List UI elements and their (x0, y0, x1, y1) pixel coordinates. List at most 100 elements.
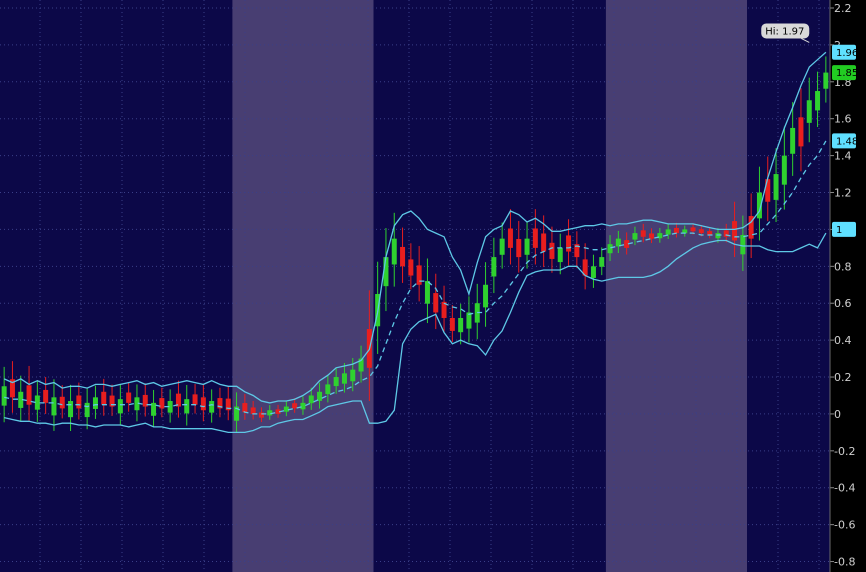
candle-body[interactable] (217, 398, 223, 409)
candle-body[interactable] (59, 396, 65, 409)
candle-body[interactable] (424, 281, 430, 304)
plot-area[interactable] (0, 0, 830, 572)
candle-body[interactable] (657, 233, 663, 239)
candle-body[interactable] (707, 231, 713, 235)
candle-body[interactable] (283, 406, 289, 412)
candle-body[interactable] (341, 373, 347, 384)
candle-body[interactable] (258, 412, 264, 418)
candle-body[interactable] (682, 229, 688, 234)
candle-body[interactable] (200, 397, 206, 411)
candle-body[interactable] (781, 155, 787, 185)
candle-body[interactable] (101, 391, 107, 405)
candle-body[interactable] (449, 317, 455, 331)
candle-body[interactable] (167, 401, 173, 413)
candle-body[interactable] (698, 229, 704, 234)
candle-body[interactable] (541, 233, 547, 252)
candle-body[interactable] (300, 402, 306, 410)
candle-body[interactable] (1, 386, 7, 406)
candle-body[interactable] (458, 317, 464, 333)
candle-body[interactable] (798, 117, 804, 147)
candle-body[interactable] (507, 228, 513, 248)
candle-body[interactable] (51, 397, 57, 416)
candle-body[interactable] (209, 401, 215, 413)
candle-body[interactable] (192, 394, 198, 405)
candle-body[interactable] (250, 407, 256, 414)
candle-body[interactable] (151, 402, 157, 416)
candle-body[interactable] (765, 179, 771, 202)
candle-body[interactable] (532, 228, 538, 248)
candle-body[interactable] (499, 238, 505, 255)
candle-body[interactable] (640, 230, 646, 237)
candle-body[interactable] (68, 401, 74, 418)
candle-body[interactable] (333, 377, 339, 387)
candle-body[interactable] (26, 385, 32, 405)
candle-body[interactable] (400, 246, 406, 267)
candle-body[interactable] (358, 358, 364, 372)
candle-body[interactable] (574, 244, 580, 258)
candle-body[interactable] (159, 398, 165, 409)
candle-body[interactable] (308, 395, 314, 404)
candle-body[interactable] (723, 230, 729, 237)
candle-body[interactable] (43, 389, 49, 403)
candle-body[interactable] (84, 402, 90, 418)
candle-body[interactable] (234, 406, 240, 421)
candle-body[interactable] (566, 235, 572, 252)
candle-body[interactable] (823, 72, 829, 89)
candle-body[interactable] (790, 127, 796, 154)
candle-body[interactable] (615, 238, 621, 247)
candle-body[interactable] (466, 312, 472, 329)
candle-body[interactable] (76, 395, 82, 409)
candle-body[interactable] (408, 259, 414, 276)
candle-body[interactable] (225, 398, 231, 411)
candle-body[interactable] (184, 399, 190, 414)
candle-body[interactable] (325, 384, 331, 395)
candle-body[interactable] (242, 403, 248, 413)
candle-body[interactable] (732, 221, 738, 241)
candle-body[interactable] (92, 397, 98, 409)
candle-body[interactable] (624, 240, 630, 248)
candle-body[interactable] (18, 391, 24, 408)
candle-body[interactable] (391, 238, 397, 265)
candle-body[interactable] (524, 238, 530, 255)
candle-body[interactable] (773, 174, 779, 200)
candle-body[interactable] (441, 301, 447, 318)
candle-body[interactable] (433, 293, 439, 313)
candle-body[interactable] (491, 257, 497, 277)
candle-body[interactable] (632, 233, 638, 240)
candle-body[interactable] (292, 403, 298, 409)
candle-body[interactable] (383, 257, 389, 287)
candle-body[interactable] (557, 247, 563, 263)
candle-body[interactable] (740, 234, 746, 255)
candle-body[interactable] (516, 239, 522, 258)
candle-body[interactable] (175, 393, 181, 407)
bollinger-band-line[interactable] (4, 232, 827, 434)
candle-body[interactable] (350, 369, 356, 382)
candle-body[interactable] (109, 395, 115, 407)
candle-body[interactable] (599, 257, 605, 267)
candle-body[interactable] (756, 192, 762, 219)
candle-body[interactable] (34, 395, 40, 410)
candle-body[interactable] (134, 397, 140, 411)
candle-body[interactable] (590, 266, 596, 278)
candle-body[interactable] (275, 409, 281, 414)
candle-body[interactable] (607, 244, 613, 254)
bollinger-middle-line[interactable] (4, 140, 827, 415)
candle-body[interactable] (582, 259, 588, 276)
candle-body[interactable] (9, 379, 15, 398)
candle-body[interactable] (267, 410, 273, 416)
candle-body[interactable] (416, 265, 422, 285)
candle-body[interactable] (126, 392, 132, 403)
candle-body[interactable] (549, 242, 555, 259)
candle-body[interactable] (690, 227, 696, 232)
candle-body[interactable] (117, 399, 123, 414)
candle-body[interactable] (142, 394, 148, 407)
candle-body[interactable] (483, 284, 489, 308)
candle-body[interactable] (673, 227, 679, 234)
candle-body[interactable] (665, 229, 671, 235)
candle-body[interactable] (806, 100, 812, 123)
candle-body[interactable] (715, 233, 721, 239)
candle-body[interactable] (317, 391, 323, 401)
bollinger-band-line[interactable] (3, 51, 827, 404)
candle-body[interactable] (815, 91, 821, 111)
